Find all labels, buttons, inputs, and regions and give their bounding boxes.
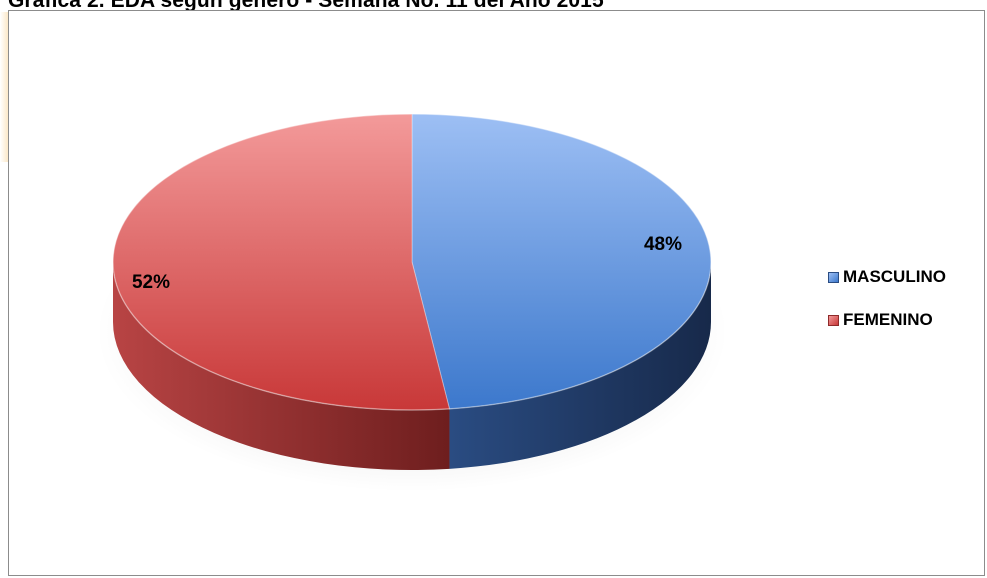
data-label-femenino: 52% <box>132 272 170 293</box>
pie-side-masculino <box>449 262 711 469</box>
legend-swatch-femenino <box>828 314 839 326</box>
legend-item-femenino: FEMENINO <box>828 307 946 333</box>
legend-item-masculino: MASCULINO <box>828 264 946 290</box>
chart-title: Gráfica 2. EDA según género - Semana No.… <box>8 0 604 12</box>
pie-slice-femenino <box>112 113 451 411</box>
pie-slice-masculino <box>411 113 712 410</box>
legend: MASCULINO FEMENINO <box>828 264 946 350</box>
title-strip: Gráfica 2. EDA según género - Semana No.… <box>0 0 987 12</box>
legend-swatch-masculino <box>828 271 839 283</box>
data-label-masculino: 48% <box>644 234 682 255</box>
legend-label-femenino: FEMENINO <box>843 310 933 329</box>
left-accent-bar <box>0 12 8 162</box>
pie-side-femenino <box>112 262 450 471</box>
pie-top-highlight <box>112 113 712 411</box>
legend-label-masculino: MASCULINO <box>843 267 946 286</box>
